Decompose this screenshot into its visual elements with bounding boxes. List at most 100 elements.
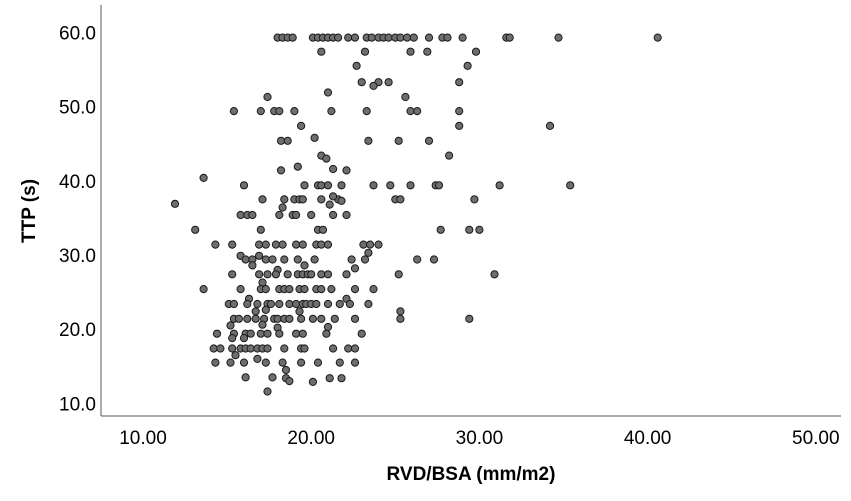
data-point: [253, 354, 262, 363]
data-point: [386, 181, 395, 190]
data-point: [290, 107, 299, 116]
data-point: [229, 107, 238, 116]
data-point: [292, 299, 301, 309]
data-point: [228, 270, 237, 279]
data-point: [256, 107, 265, 116]
data-point: [342, 210, 351, 220]
data-point: [329, 344, 338, 353]
data-point: [239, 334, 249, 343]
data-point: [323, 88, 333, 97]
data-point: [364, 248, 373, 257]
data-point: [275, 329, 284, 338]
data-point: [211, 240, 220, 249]
data-point: [322, 329, 331, 338]
data-point: [285, 377, 294, 386]
data-point: [369, 285, 378, 294]
data-point: [344, 344, 353, 353]
data-point: [256, 225, 265, 234]
data-point: [216, 344, 225, 353]
data-point: [566, 181, 575, 190]
y-tick-label: 30.0: [59, 246, 96, 267]
data-point: [276, 166, 286, 175]
data-point: [266, 299, 275, 309]
data-point: [317, 240, 326, 249]
data-point: [323, 240, 333, 249]
data-point: [335, 299, 344, 309]
data-point: [423, 47, 432, 56]
data-point: [434, 181, 444, 190]
data-point: [248, 261, 257, 270]
data-point: [285, 314, 294, 323]
data-point: [329, 210, 338, 220]
data-point: [280, 344, 289, 353]
data-point: [369, 181, 378, 190]
data-point: [170, 199, 180, 208]
data-point: [292, 240, 301, 249]
data-point: [495, 181, 504, 190]
y-tick-label: 60.0: [59, 23, 96, 44]
data-point: [263, 270, 272, 279]
data-point: [350, 358, 360, 367]
data-point: [406, 181, 415, 190]
data-point: [268, 255, 277, 264]
data-point: [310, 133, 319, 142]
data-point: [241, 255, 250, 264]
data-point: [369, 81, 378, 91]
data-point: [325, 374, 334, 383]
data-point: [335, 358, 344, 367]
data-point: [554, 33, 563, 42]
data-point: [429, 255, 439, 264]
data-point: [394, 136, 403, 145]
data-point: [258, 278, 267, 287]
data-point: [275, 107, 284, 116]
data-point: [436, 225, 445, 234]
data-point: [212, 329, 222, 338]
data-point: [236, 210, 245, 220]
data-point: [255, 270, 264, 279]
data-point: [443, 33, 452, 42]
data-point: [364, 136, 373, 145]
data-point: [327, 107, 336, 116]
data-point: [334, 33, 343, 42]
data-point: [465, 314, 474, 323]
data-point: [350, 285, 360, 294]
data-point: [226, 321, 235, 330]
data-point: [505, 33, 514, 42]
data-point: [403, 33, 412, 42]
data-point: [300, 344, 309, 353]
data-point: [374, 240, 383, 249]
data-point: [545, 121, 555, 131]
data-point: [344, 33, 353, 42]
data-point: [251, 314, 260, 323]
data-point: [228, 344, 237, 353]
x-tick-label: 20.00: [287, 428, 335, 449]
data-point: [261, 358, 270, 367]
data-point: [239, 358, 249, 367]
data-point: [278, 240, 287, 249]
data-point: [261, 255, 270, 264]
data-point: [458, 33, 467, 42]
data-point: [292, 210, 301, 220]
data-point: [384, 33, 393, 42]
data-point: [329, 192, 338, 201]
data-point: [199, 173, 208, 182]
data-point: [317, 181, 326, 190]
data-point: [317, 47, 326, 56]
data-point: [283, 270, 292, 279]
data-point: [359, 240, 368, 249]
data-point: [298, 240, 307, 249]
data-point: [330, 314, 339, 323]
data-point: [275, 299, 284, 309]
data-point: [253, 299, 262, 309]
data-point: [475, 225, 484, 234]
data-point: [401, 92, 410, 102]
data-point: [271, 240, 280, 249]
data-point: [228, 240, 237, 249]
data-point: [243, 314, 252, 323]
data-point: [337, 374, 346, 383]
data-point: [236, 285, 245, 294]
data-point: [243, 299, 252, 309]
data-point: [317, 195, 326, 204]
